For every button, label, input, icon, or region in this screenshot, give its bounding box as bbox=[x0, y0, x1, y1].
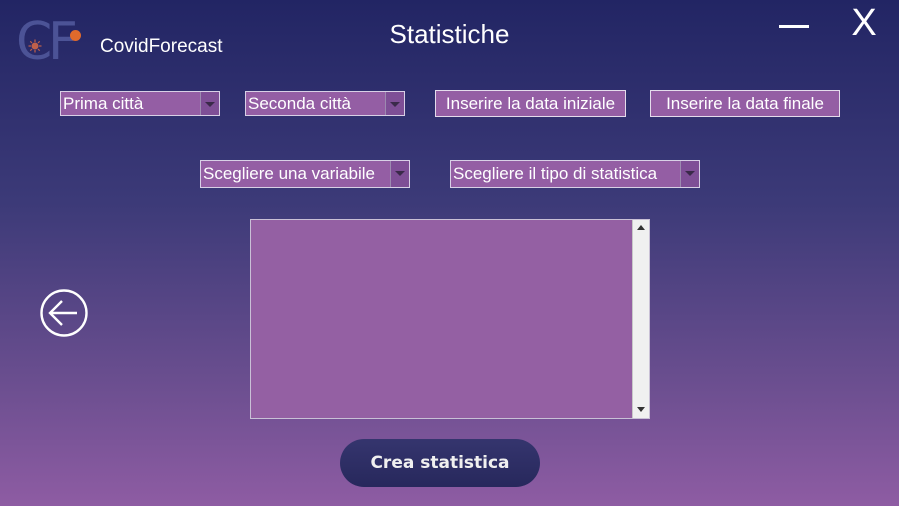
chevron-down-icon[interactable] bbox=[390, 161, 409, 187]
second-city-label: Seconda città bbox=[248, 94, 352, 113]
logo-dot bbox=[70, 30, 81, 41]
scroll-up-icon[interactable] bbox=[634, 221, 648, 235]
virus-icon bbox=[28, 39, 42, 53]
first-city-dropdown[interactable]: Prima città bbox=[60, 91, 220, 116]
end-date-field[interactable]: Inserire la data finale bbox=[650, 90, 840, 117]
statistics-output-area[interactable] bbox=[250, 219, 650, 419]
variable-label: Scegliere una variabile bbox=[203, 164, 375, 183]
app-name: CovidForecast bbox=[100, 36, 223, 57]
close-button[interactable]: X bbox=[851, 2, 877, 44]
second-city-dropdown[interactable]: Seconda città bbox=[245, 91, 405, 116]
vertical-scrollbar[interactable] bbox=[632, 220, 649, 418]
stat-type-label: Scegliere il tipo di statistica bbox=[453, 164, 658, 183]
create-statistics-button[interactable]: Crea statistica bbox=[340, 439, 540, 487]
minimize-icon[interactable] bbox=[779, 8, 811, 38]
variable-dropdown[interactable]: Scegliere una variabile bbox=[200, 160, 410, 188]
scroll-down-icon[interactable] bbox=[634, 403, 648, 417]
page-title: Statistiche bbox=[389, 19, 510, 49]
first-city-label: Prima città bbox=[63, 94, 144, 113]
arrow-left-circle-icon[interactable] bbox=[40, 289, 88, 337]
start-date-field[interactable]: Inserire la data iniziale bbox=[435, 90, 626, 117]
chevron-down-icon[interactable] bbox=[385, 92, 404, 115]
logo-letter-f: F bbox=[48, 12, 78, 72]
chevron-down-icon[interactable] bbox=[200, 92, 219, 115]
chevron-down-icon[interactable] bbox=[680, 161, 699, 187]
logo-letter-c: C bbox=[16, 12, 53, 72]
page-title-wrap: Statistiche bbox=[0, 19, 899, 50]
stat-type-dropdown[interactable]: Scegliere il tipo di statistica bbox=[450, 160, 700, 188]
logo: C F bbox=[16, 16, 90, 72]
